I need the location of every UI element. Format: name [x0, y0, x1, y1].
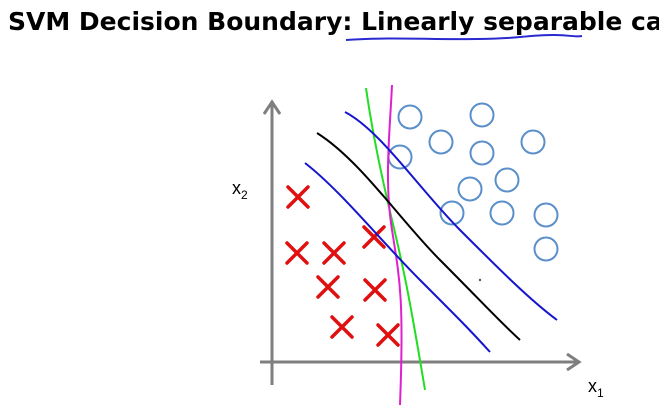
- slide-title: SVM Decision Boundary: Linearly separabl…: [8, 7, 659, 36]
- title-emphasis: Linearly separable: [361, 7, 622, 36]
- circle-point: [469, 140, 495, 166]
- cross-point: [285, 241, 309, 265]
- cross-point: [363, 278, 387, 302]
- circle-point: [520, 129, 546, 155]
- title-part: SVM Decision Boundary:: [8, 7, 361, 36]
- decision-boundary: [316, 132, 521, 341]
- x-label: x1: [588, 376, 604, 400]
- margin-upper: [344, 111, 558, 321]
- boundaries: [304, 84, 558, 406]
- axes: [260, 99, 582, 385]
- circle-point: [469, 102, 495, 128]
- circle-point: [489, 200, 515, 226]
- y-label: x2: [232, 178, 248, 202]
- label-sub: 1: [597, 386, 604, 400]
- x-arrow: [566, 352, 582, 372]
- cross-point: [316, 275, 340, 299]
- margin-lower: [304, 162, 491, 353]
- circle-point: [533, 202, 559, 228]
- cursor-dot: [478, 278, 482, 282]
- cross-point: [286, 185, 310, 209]
- circle-point: [533, 236, 559, 262]
- magenta-boundary: [386, 84, 403, 406]
- cross-point: [376, 323, 400, 347]
- circle-point: [428, 129, 454, 155]
- circle-point: [397, 104, 423, 130]
- label-base: x: [588, 376, 597, 396]
- green-boundary: [365, 87, 426, 391]
- cross-point: [362, 225, 386, 249]
- label-base: x: [232, 178, 241, 198]
- positive-examples: [387, 102, 559, 262]
- cross-point: [322, 241, 346, 265]
- circle-point: [387, 144, 413, 170]
- label-sub: 2: [241, 188, 248, 202]
- circle-point: [494, 167, 520, 193]
- cross-point: [330, 315, 354, 339]
- y-arrow: [262, 99, 282, 115]
- circle-point: [439, 200, 465, 226]
- hand-underline: [345, 33, 583, 41]
- negative-examples: [285, 185, 400, 347]
- circle-point: [457, 176, 483, 202]
- title-part: case: [622, 7, 659, 36]
